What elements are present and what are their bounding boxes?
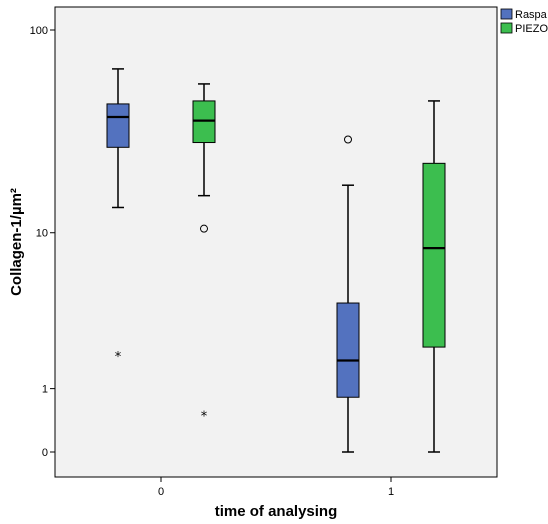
legend-label-raspa: Raspa xyxy=(515,9,548,21)
boxes: ** xyxy=(106,68,446,453)
y-tick-label-1: 10 xyxy=(36,228,48,240)
iqr-box-piezo-1 xyxy=(422,162,446,348)
outlier-circle-piezo-0-0 xyxy=(200,224,208,233)
y-tick-label-0: 100 xyxy=(30,25,48,37)
x-axis-title: time of analysing xyxy=(215,503,338,520)
outlier-star-piezo-0-1: * xyxy=(201,410,208,425)
box-piezo-0: * xyxy=(192,83,216,425)
legend-label-piezo: PIEZO xyxy=(515,23,548,35)
iqr-box-piezo-0 xyxy=(192,100,216,144)
box-raspa-1 xyxy=(336,135,360,453)
outlier-star-raspa-0-0: * xyxy=(115,350,122,365)
outlier-circle-raspa-1-0 xyxy=(344,135,352,144)
legend: Raspa PIEZO xyxy=(500,8,548,35)
iqr-box-raspa-1 xyxy=(336,302,360,398)
y-tick-label-2: 1 xyxy=(42,384,48,396)
x-tick-label-1: 1 xyxy=(388,486,394,498)
legend-swatch-piezo xyxy=(500,22,513,34)
iqr-box-raspa-0 xyxy=(106,103,130,148)
box-piezo-1 xyxy=(422,100,446,453)
legend-swatch-raspa xyxy=(500,8,513,20)
y-tick-label-3: 0 xyxy=(42,447,48,459)
box-raspa-0: * xyxy=(106,68,130,365)
y-axis-title: Collagen-1/µm² xyxy=(8,188,25,296)
x-tick-label-0: 0 xyxy=(158,486,164,498)
